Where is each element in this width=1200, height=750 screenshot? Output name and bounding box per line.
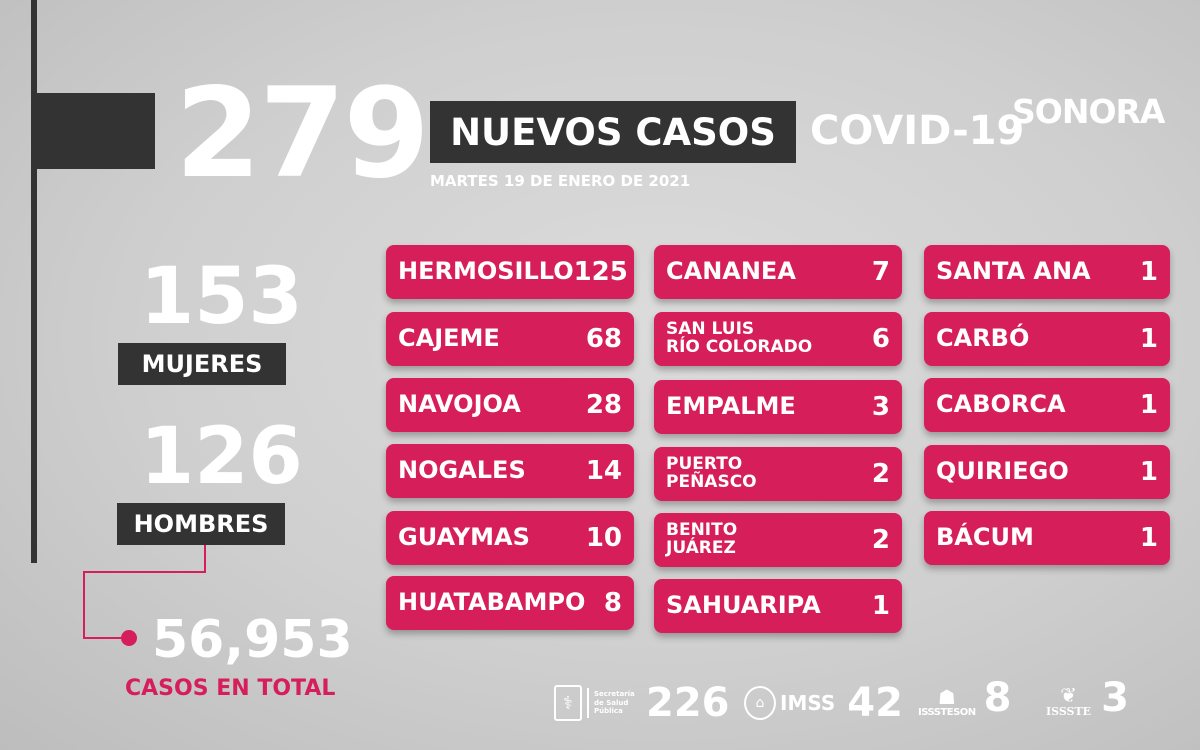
men-label: HOMBRES: [117, 503, 285, 545]
municipality-name: NAVOJOA: [398, 390, 521, 419]
municipality-name: CANANEA: [666, 257, 796, 286]
municipality-count: 7: [871, 257, 890, 287]
header-block: [37, 93, 155, 169]
municipality-name: CABORCA: [936, 390, 1066, 419]
municipality-name: NOGALES: [398, 456, 526, 485]
institution-isssteson: ☗ ISSSTESON 8: [918, 678, 1012, 718]
institution-label: ISSSTE: [1046, 705, 1092, 718]
municipality-card-huatabampo: HUATABAMPO 8: [386, 576, 634, 630]
connector-line: [204, 545, 206, 573]
municipality-count: 2: [871, 459, 890, 489]
municipality-count: 14: [585, 456, 622, 486]
municipality-name: PUERTO PEÑASCO: [666, 454, 757, 492]
municipality-card-puerto-penasco: PUERTO PEÑASCO 2: [654, 447, 902, 501]
institution-label: IMSS: [780, 691, 836, 715]
municipality-count: 6: [871, 324, 890, 354]
municipality-count: 1: [1139, 523, 1158, 553]
municipality-name: CAJEME: [398, 324, 500, 353]
municipality-count: 3: [871, 392, 890, 422]
institution-label: ISSSTESON: [918, 707, 976, 718]
municipality-card-nogales: NOGALES 14: [386, 444, 634, 498]
municipality-name: EMPALME: [666, 392, 796, 421]
municipality-count: 8: [603, 588, 622, 618]
connector-line: [83, 571, 85, 639]
issste-logo-icon: ❦: [1060, 683, 1077, 707]
municipality-count: 1: [1139, 257, 1158, 287]
women-label: MUJERES: [118, 343, 286, 385]
connector-dot: [121, 630, 137, 646]
institution-count: 3: [1101, 675, 1129, 721]
institution-imss: ⌂ IMSS 42: [744, 683, 903, 723]
report-date: MARTES 19 DE ENERO DE 2021: [430, 172, 691, 190]
municipality-card-hermosillo: HERMOSILLO 125: [386, 245, 634, 299]
municipality-count: 2: [871, 525, 890, 555]
imss-logo-icon: ⌂: [744, 686, 776, 720]
municipality-card-guaymas: GUAYMAS 10: [386, 511, 634, 565]
covid-label: COVID-19: [810, 108, 1025, 154]
municipality-card-caborca: CABORCA 1: [924, 378, 1170, 432]
women-count: 153: [140, 252, 303, 342]
institution-count: 226: [646, 680, 730, 726]
municipality-name: SAN LUIS RÍO COLORADO: [666, 319, 813, 357]
municipality-count: 1: [1139, 390, 1158, 420]
municipality-card-benito-juarez: BENITO JUÁREZ 2: [654, 513, 902, 567]
municipality-card-quiriego: QUIRIEGO 1: [924, 445, 1170, 499]
institution-ssp: ⚕ Secretaría de Salud Pública 226: [554, 683, 730, 723]
total-cases-label: CASOS EN TOTAL: [125, 676, 336, 701]
municipality-name: SAHUARIPA: [666, 591, 821, 620]
municipality-name: SANTA ANA: [936, 257, 1091, 286]
municipality-count: 28: [585, 390, 622, 420]
municipality-name: HERMOSILLO: [398, 257, 574, 286]
sonora-logo: SONORA: [1012, 92, 1165, 131]
men-count: 126: [140, 412, 303, 502]
municipality-count: 10: [585, 523, 622, 553]
municipality-card-cajeme: CAJEME 68: [386, 312, 634, 366]
connector-line: [83, 637, 123, 639]
municipality-name: BÁCUM: [936, 523, 1034, 552]
municipality-name: GUAYMAS: [398, 523, 530, 552]
isssteson-logo-icon: ☗: [937, 685, 956, 709]
municipality-name: BENITO JUÁREZ: [666, 520, 738, 558]
institution-label: Secretaría: [594, 690, 635, 699]
municipality-card-carbo: CARBÓ 1: [924, 312, 1170, 366]
new-cases-total: 279: [175, 62, 430, 206]
municipality-name: HUATABAMPO: [398, 588, 586, 617]
institution-issste: ❦ ISSSTE 3: [1046, 678, 1129, 718]
municipality-card-cananea: CANANEA 7: [654, 245, 902, 299]
municipality-card-san-luis-rio-colorado: SAN LUIS RÍO COLORADO 6: [654, 312, 902, 366]
municipality-count: 1: [871, 591, 890, 621]
municipality-count: 1: [1139, 324, 1158, 354]
municipality-count: 1: [1139, 457, 1158, 487]
vertical-rule: [31, 0, 37, 563]
municipality-card-bacum: BÁCUM 1: [924, 511, 1170, 565]
institution-count: 8: [983, 675, 1012, 721]
institution-count: 42: [847, 680, 903, 726]
new-cases-label: NUEVOS CASOS: [430, 101, 796, 163]
logo-divider: [587, 688, 589, 718]
municipality-count: 125: [573, 257, 628, 287]
municipality-card-santa-ana: SANTA ANA 1: [924, 245, 1170, 299]
municipality-count: 68: [585, 324, 622, 354]
connector-line: [83, 571, 206, 573]
municipality-card-sahuaripa: SAHUARIPA 1: [654, 579, 902, 633]
municipality-card-empalme: EMPALME 3: [654, 380, 902, 434]
institution-label: de Salud Pública: [594, 698, 629, 716]
municipality-name: CARBÓ: [936, 324, 1030, 353]
health-secretariat-logo-icon: ⚕: [554, 685, 582, 721]
municipality-name: QUIRIEGO: [936, 457, 1069, 486]
total-cases-count: 56,953: [152, 610, 353, 670]
municipality-card-navojoa: NAVOJOA 28: [386, 378, 634, 432]
